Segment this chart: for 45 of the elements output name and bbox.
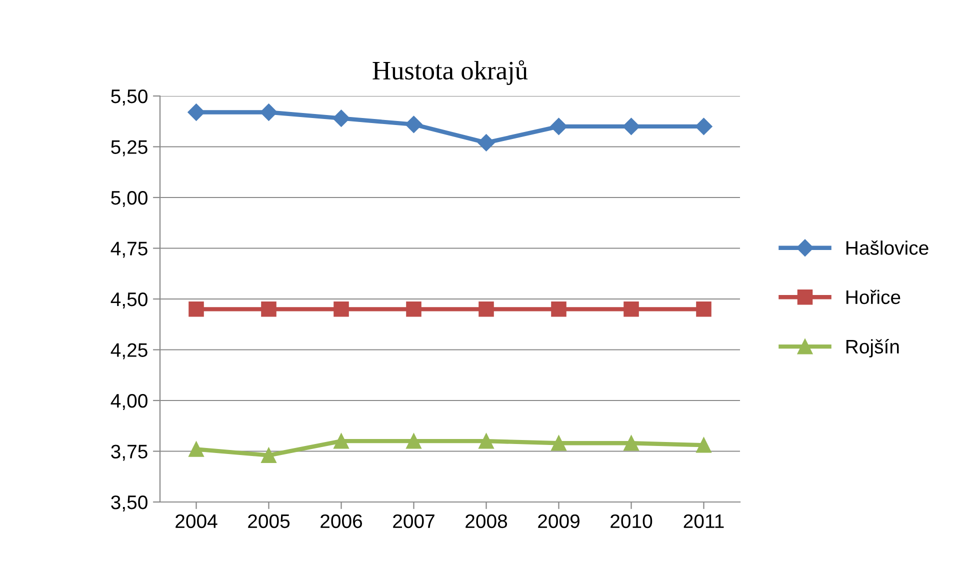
x-tick-label: 2007 — [393, 514, 434, 528]
point — [624, 435, 639, 451]
y-tick-label: 5,50 — [111, 89, 148, 106]
point — [622, 118, 640, 135]
y-tick-label: 4,75 — [110, 242, 148, 258]
chart-title: Hustota okrajů — [372, 60, 528, 85]
legend-label: Hořice — [846, 290, 900, 304]
point — [624, 302, 639, 317]
y-tick-label: 4,00 — [110, 394, 148, 410]
y-tick-label: 3,50 — [111, 495, 148, 512]
point — [478, 134, 495, 152]
y-tick-label: 5,00 — [111, 190, 148, 208]
legend-label: Rojšín — [846, 339, 899, 358]
point — [478, 433, 494, 449]
legend-label: Hašlovice — [846, 240, 928, 255]
point — [332, 110, 350, 127]
point — [550, 118, 568, 135]
x-tick-label: 2008 — [466, 514, 508, 528]
y-tick-label: 4,25 — [110, 343, 148, 360]
point — [406, 302, 422, 317]
point — [334, 302, 349, 317]
point — [695, 118, 712, 135]
point — [478, 302, 494, 317]
y-tick-label: 4,50 — [110, 292, 148, 309]
x-tick-label: 2011 — [684, 514, 724, 528]
x-tick-label: 2009 — [538, 514, 580, 528]
point — [188, 104, 205, 121]
point — [406, 433, 422, 449]
point — [261, 302, 276, 317]
x-tick-label: 2006 — [320, 514, 362, 528]
y-tick-label: 3,75 — [111, 444, 148, 461]
y-tick-label: 5,25 — [111, 140, 148, 156]
point — [696, 302, 712, 317]
point — [551, 302, 566, 317]
point — [188, 442, 204, 457]
point — [696, 438, 712, 453]
x-tick-label: 2005 — [248, 514, 290, 528]
point — [260, 104, 278, 121]
point — [261, 448, 276, 463]
point — [188, 302, 204, 317]
point — [551, 435, 566, 451]
point — [405, 116, 422, 133]
x-tick-label: 2004 — [176, 514, 218, 528]
x-tick-label: 2010 — [610, 514, 652, 528]
point — [334, 433, 349, 449]
